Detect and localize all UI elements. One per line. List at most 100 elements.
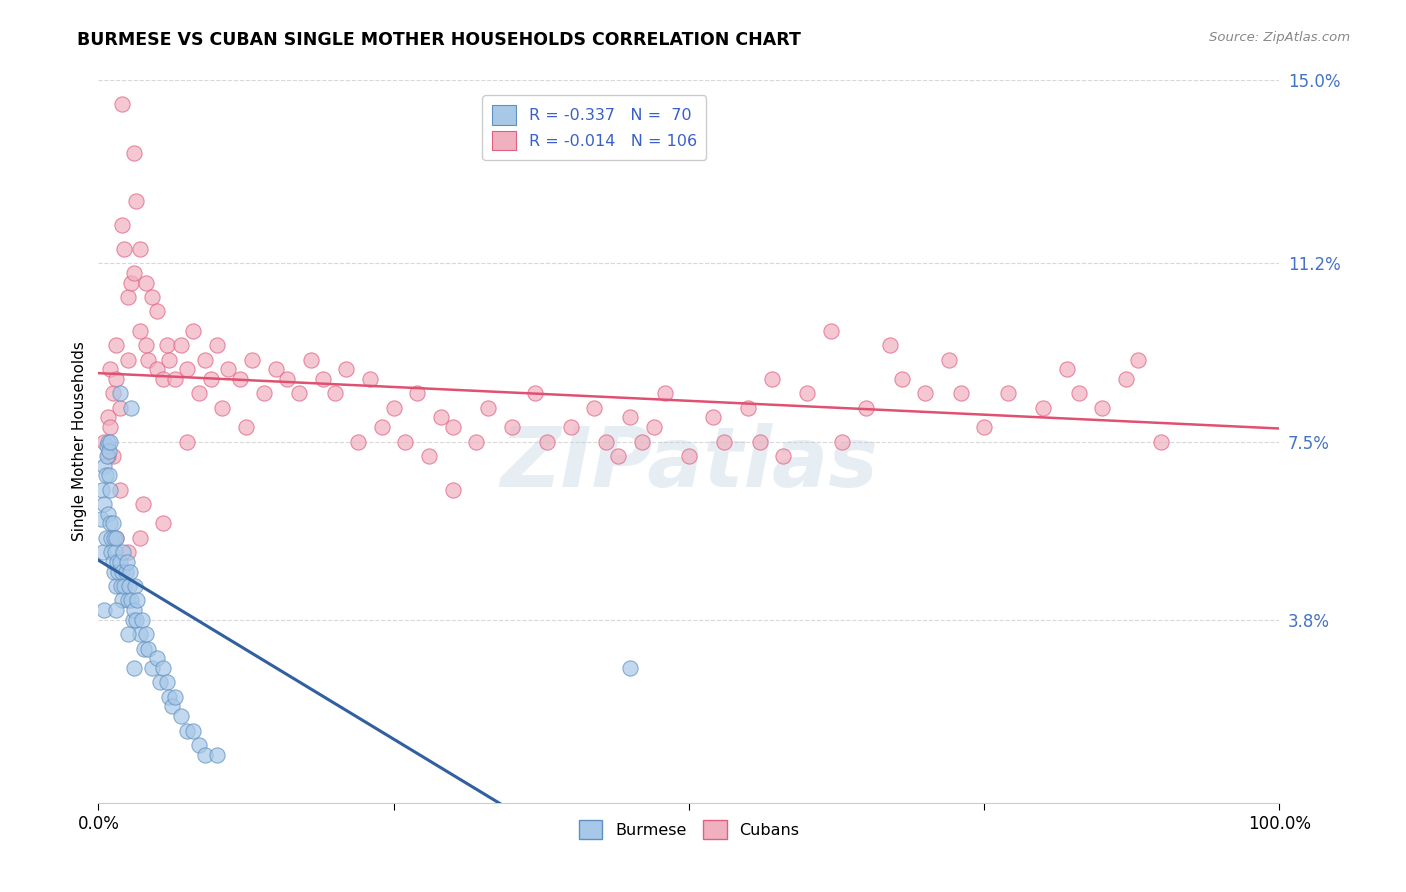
Point <box>122 266 145 280</box>
Point <box>125 194 148 208</box>
Point <box>820 324 842 338</box>
Point <box>121 401 143 415</box>
Point <box>194 352 217 367</box>
Point <box>115 555 138 569</box>
Point <box>112 579 135 593</box>
Point <box>108 401 131 415</box>
Point <box>108 483 131 497</box>
Point <box>299 352 322 367</box>
Point <box>524 386 547 401</box>
Point <box>111 218 134 232</box>
Point <box>152 661 174 675</box>
Point <box>702 410 724 425</box>
Point <box>831 434 853 449</box>
Point <box>96 439 118 453</box>
Point <box>441 420 464 434</box>
Point <box>111 593 134 607</box>
Point <box>97 507 120 521</box>
Point <box>796 386 818 401</box>
Point <box>91 545 114 559</box>
Point <box>100 545 122 559</box>
Point <box>347 434 370 449</box>
Point <box>98 420 121 434</box>
Point <box>122 603 145 617</box>
Point <box>394 434 416 449</box>
Point <box>583 401 606 415</box>
Point <box>97 410 120 425</box>
Point <box>136 352 159 367</box>
Point <box>253 386 276 401</box>
Point <box>879 338 901 352</box>
Point <box>406 386 429 401</box>
Point <box>121 613 143 627</box>
Point <box>127 593 149 607</box>
Legend: Burmese, Cubans: Burmese, Cubans <box>572 814 806 846</box>
Point <box>117 593 139 607</box>
Point <box>156 675 179 690</box>
Point <box>101 386 124 401</box>
Point <box>134 641 156 656</box>
Point <box>165 372 187 386</box>
Point <box>110 579 132 593</box>
Point <box>619 410 641 425</box>
Point <box>135 627 157 641</box>
Point <box>108 386 131 401</box>
Point <box>93 497 115 511</box>
Point <box>312 372 335 386</box>
Point <box>240 352 263 367</box>
Point <box>165 690 187 704</box>
Text: Source: ZipAtlas.com: Source: ZipAtlas.com <box>1209 31 1350 45</box>
Point <box>335 362 357 376</box>
Point <box>194 747 217 762</box>
Point <box>121 276 143 290</box>
Point <box>96 449 118 463</box>
Point <box>654 386 676 401</box>
Point <box>157 352 180 367</box>
Point <box>465 434 488 449</box>
Point <box>630 434 652 449</box>
Point <box>772 449 794 463</box>
Point <box>678 449 700 463</box>
Point <box>176 362 198 376</box>
Point <box>1091 401 1114 415</box>
Point <box>371 420 394 434</box>
Point <box>1067 386 1090 401</box>
Point <box>359 372 381 386</box>
Point <box>136 641 159 656</box>
Point <box>112 545 135 559</box>
Point <box>855 401 877 415</box>
Point <box>114 565 136 579</box>
Point <box>276 372 298 386</box>
Point <box>187 738 209 752</box>
Point <box>200 372 222 386</box>
Point <box>98 444 121 458</box>
Point <box>128 242 150 256</box>
Point <box>748 434 770 449</box>
Point <box>97 434 120 449</box>
Point <box>1150 434 1173 449</box>
Point <box>101 516 124 531</box>
Point <box>108 555 131 569</box>
Point <box>98 362 121 376</box>
Point <box>170 709 193 723</box>
Point <box>103 565 125 579</box>
Point <box>217 362 239 376</box>
Point <box>100 531 122 545</box>
Point <box>105 555 128 569</box>
Point <box>187 386 209 401</box>
Point <box>264 362 287 376</box>
Point <box>323 386 346 401</box>
Point <box>121 593 143 607</box>
Point <box>890 372 912 386</box>
Point <box>112 242 135 256</box>
Point <box>111 565 134 579</box>
Point <box>128 324 150 338</box>
Point <box>146 362 169 376</box>
Point <box>595 434 617 449</box>
Point <box>131 613 153 627</box>
Point <box>288 386 311 401</box>
Point <box>149 675 172 690</box>
Point <box>382 401 405 415</box>
Point <box>122 661 145 675</box>
Point <box>117 290 139 304</box>
